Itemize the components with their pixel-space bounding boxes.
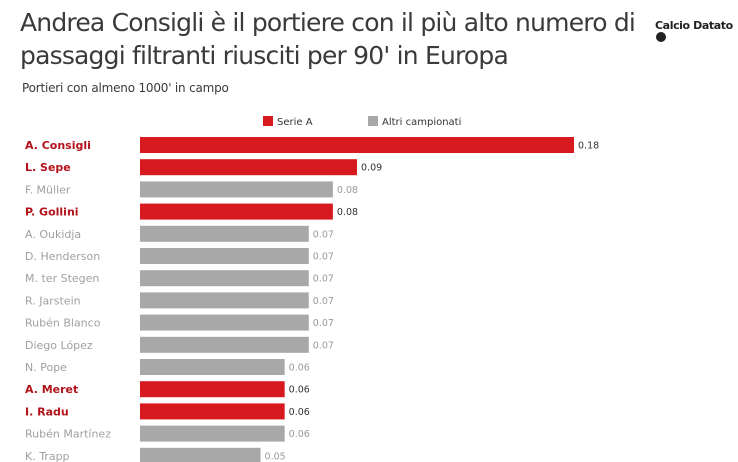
category-label: D. Henderson — [25, 250, 100, 263]
value-label: 0.06 — [289, 385, 310, 396]
category-label: L. Sepe — [25, 161, 71, 174]
bar — [140, 336, 309, 353]
bar — [140, 181, 333, 198]
category-label: Rubén Martínez — [25, 428, 111, 441]
category-label: R. Jarstein — [25, 294, 81, 307]
value-label: 0.07 — [313, 229, 334, 240]
chart-title: Andrea Consigli è il portiere con il più… — [20, 8, 636, 70]
brand-logo: Calcio Datato — [655, 19, 738, 46]
chart-subtitle: Portieri con almeno 1000' in campo — [22, 81, 229, 95]
bar — [140, 403, 285, 420]
legend-item-serie-a: Serie A — [263, 116, 313, 128]
bar — [140, 425, 285, 442]
value-label: 0.05 — [265, 451, 286, 462]
value-label: 0.07 — [313, 252, 334, 263]
value-label: 0.18 — [578, 141, 599, 152]
category-label: K. Trapp — [25, 450, 70, 462]
bar — [140, 447, 261, 462]
value-label: 0.07 — [313, 296, 334, 307]
bar — [140, 159, 357, 176]
legend-item-altri: Altri campionati — [368, 116, 461, 128]
legend-swatch-altri — [368, 116, 378, 126]
value-label: 0.06 — [289, 363, 310, 374]
legend-label-altri: Altri campionati — [382, 117, 462, 128]
bar — [140, 225, 309, 242]
bar — [140, 292, 309, 309]
value-label: 0.08 — [337, 207, 358, 218]
bar — [140, 203, 333, 220]
value-label: 0.09 — [361, 163, 382, 174]
category-label: P. Gollini — [25, 206, 79, 219]
bar — [140, 381, 285, 398]
value-label: 0.06 — [289, 429, 310, 440]
soccer-ball-icon — [656, 32, 666, 42]
category-label: I. Radu — [25, 405, 69, 418]
category-label: M. ter Stegen — [25, 272, 99, 285]
category-label: N. Pope — [25, 361, 67, 374]
value-label: 0.08 — [337, 185, 358, 196]
bar — [140, 270, 309, 287]
value-label: 0.07 — [313, 274, 334, 285]
bar — [140, 359, 285, 375]
legend-label-serie-a: Serie A — [277, 117, 313, 128]
value-label: 0.07 — [313, 340, 334, 351]
category-label: A. Oukidja — [25, 228, 81, 241]
legend-swatch-serie-a — [263, 116, 273, 126]
logo-text: Calcio Datato — [655, 19, 733, 32]
category-label: Diego López — [25, 339, 93, 352]
value-label: 0.07 — [313, 318, 334, 329]
category-label: A. Meret — [25, 383, 78, 396]
bar — [140, 248, 309, 264]
category-label: F. Müller — [25, 183, 71, 196]
category-label: A. Consigli — [25, 139, 91, 152]
bar — [140, 314, 309, 331]
value-label: 0.06 — [289, 407, 310, 418]
bar — [140, 137, 574, 153]
category-label: Rubén Blanco — [25, 317, 101, 330]
